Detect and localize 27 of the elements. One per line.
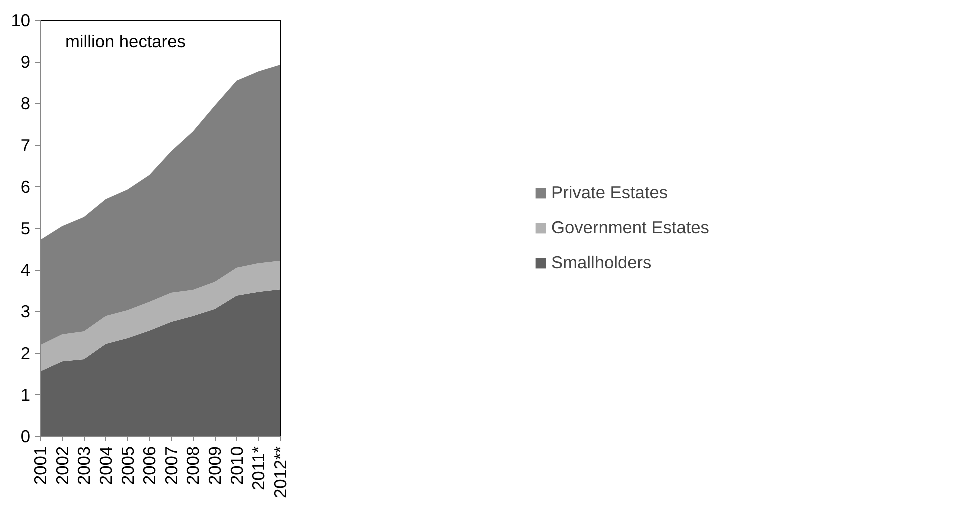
x-tick-label: 2011* [248,446,269,491]
x-tick-label: 2007 [161,446,182,486]
x-tick-label: 2005 [118,446,138,486]
y-tick-label: 9 [20,52,31,72]
y-tick-label: 10 [11,10,31,30]
x-tick-label: 2002 [52,446,72,486]
y-tick-label: 6 [20,176,31,197]
y-tick-label: 2 [20,343,31,364]
y-tick-label: 5 [20,218,31,238]
legend-label: Private Estates [552,182,668,204]
x-tick-label: 2001 [30,446,50,486]
x-tick-label: 2009 [205,446,226,486]
y-tick-label: 8 [20,94,31,114]
x-tick-label: 2004 [96,446,116,486]
y-tick-label: 1 [20,384,31,405]
legend-label: Government Estates [552,218,710,238]
x-tick-label: 2012** [270,446,290,499]
annotation: million hectares [66,32,186,52]
y-tick-label: 3 [20,302,31,322]
y-tick-label: 7 [20,135,31,156]
legend-label: Smallholders [552,252,652,274]
y-tick-label: 4 [20,260,31,280]
x-tick-label: 2003 [74,446,94,486]
x-tick-label: 2006 [140,446,160,486]
y-tick-label: 0 [20,426,31,446]
x-tick-label: 2008 [183,446,204,486]
x-tick-label: 2010 [226,446,247,486]
